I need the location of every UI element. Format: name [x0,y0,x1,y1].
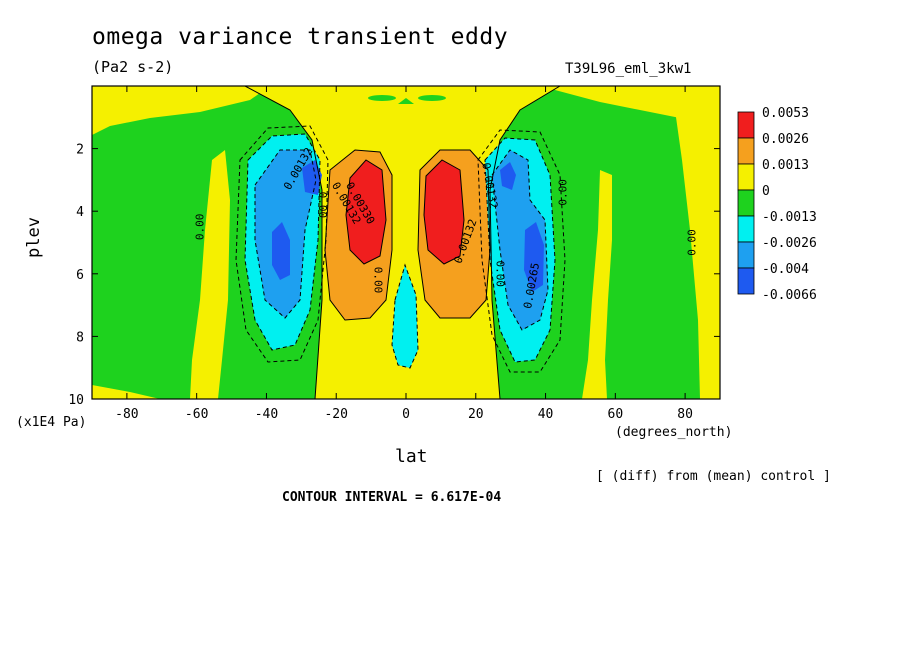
fill-yellow-top-right [540,86,720,130]
chart-title: omega variance transient eddy [92,24,509,50]
contour-solid-right-inner [423,159,465,265]
fill-red-left-core [346,160,386,264]
contour-label: 0.00 [494,261,507,288]
colorbar-label: -0.0026 [762,236,817,251]
colorbar-swatch [737,163,755,191]
fill-yellow-far-right [675,86,720,399]
contour-label: 0.00 [556,179,569,206]
contour-label: 0.00 [194,214,207,241]
x-tick-label: -60 [185,407,208,422]
fill-yellow-top-left [92,86,270,135]
contour-interval: CONTOUR INTERVAL = 6.617E-04 [282,490,502,505]
contour-label: 0.00 [372,267,385,294]
contour-yellow-boundary [244,86,323,399]
fill-darkblue-left-lower [272,222,290,280]
contour-dashed-right [484,137,556,363]
chart-units: (Pa2 s-2) [92,58,174,76]
contour-dashed-right-outer [477,129,566,373]
fill-yellow-bottom-left [92,385,160,399]
fill-top-ellipse-right [418,95,446,101]
axis-ticks: -80 -60 -40 -20 0 20 40 60 80 2 4 6 8 10 [68,86,720,422]
y-axis-units: (x1E4 Pa) [16,415,87,430]
x-tick-label: -40 [255,407,278,422]
colorbar-label: 0 [762,184,770,199]
experiment-label: T39L96_eml_3kw1 [565,61,692,77]
fill-top-ellipse-left [368,95,396,101]
colorbar-label: 0.0013 [762,158,809,173]
colorbar-label: 0.0053 [762,106,809,121]
colorbar-swatch [737,137,755,165]
fill-darkblue-left-upper [302,160,322,195]
colorbar-swatch [737,189,755,217]
colorbar-label: -0.0066 [762,288,817,303]
contour-dashed-left-outer [235,125,329,363]
x-tick-label: 40 [538,407,554,422]
x-tick-label: 60 [608,407,624,422]
fill-darkblue-right-upper [500,162,516,190]
fill-cyan-equator [392,265,418,368]
fill-darkblue-right-lower [524,222,544,292]
colorbar-swatch [737,111,755,139]
x-tick-label: 20 [468,407,484,422]
y-tick-label: 6 [76,268,84,283]
colorbar: 0.0053 0.0026 0.0013 0 -0.0013 -0.0026 -0.004 -… [737,106,817,303]
y-tick-label: 10 [68,393,84,408]
contour-yellow-boundary-right [489,86,561,399]
colorbar-swatch [737,267,755,295]
contour-solid-right [417,149,491,319]
colorbar-swatch [737,215,755,243]
contour-label: 0.00 [316,192,329,219]
contour-label: 0.00 [686,229,699,256]
x-tick-label: -20 [324,407,347,422]
contour-solid-left-inner [345,159,387,265]
x-tick-label: -80 [115,407,138,422]
fill-top-triangle [398,98,414,104]
diff-note: [ (diff) from (mean) control ] [596,469,831,484]
colorbar-label: 0.0026 [762,132,809,147]
colorbar-label: -0.0013 [762,210,817,225]
fill-yellow-left-column [190,150,230,399]
x-tick-label: 80 [677,407,693,422]
y-tick-label: 2 [76,143,84,158]
contour-dashed-left-inner [254,149,317,319]
x-axis-label: lat [395,446,428,467]
y-tick-label: 4 [76,205,84,220]
fill-red-right-core [424,160,464,264]
contour-dashed-equator [391,263,419,369]
contour-fill-area [92,86,720,399]
x-axis-units: (degrees_north) [615,425,733,440]
contour-solid-left [324,149,393,321]
y-tick-label: 8 [76,330,84,345]
y-axis-label: plev [24,217,44,258]
fill-yellow-right-column [582,170,612,399]
contour-dashed-left [244,133,321,351]
colorbar-swatch [737,241,755,269]
colorbar-label: -0.004 [762,262,809,277]
contour-dashed-right-inner [491,149,549,331]
x-tick-label: 0 [402,407,410,422]
